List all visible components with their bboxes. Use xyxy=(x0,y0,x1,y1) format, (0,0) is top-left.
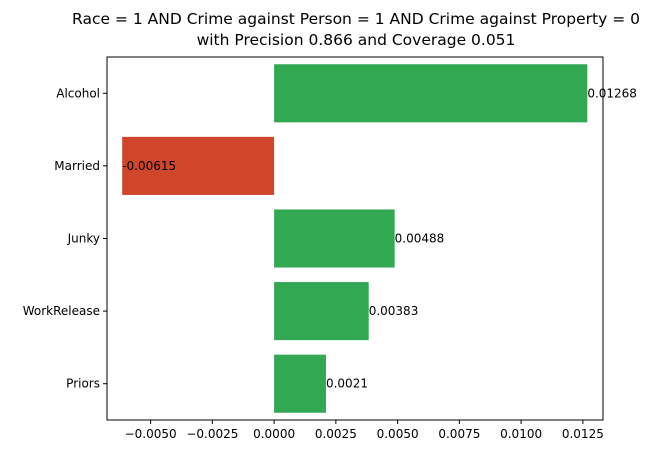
value-label-priors: 0.0021 xyxy=(326,377,368,391)
value-labels-group: 0.01268 -0.00615 0.00488 0.00383 0.0021 xyxy=(122,86,637,390)
x-tick-label: 0.0100 xyxy=(500,427,542,441)
x-tick-label: 0.0075 xyxy=(438,427,480,441)
y-tick-label-workrelease: WorkRelease xyxy=(23,304,100,318)
x-axis: −0.0050 −0.0025 0.0000 0.0025 0.0050 0.0075 0.… xyxy=(125,420,604,441)
bar-workrelease xyxy=(274,282,369,341)
x-tick-label: 0.0125 xyxy=(562,427,604,441)
value-label-married: -0.00615 xyxy=(122,159,176,173)
bar-alcohol xyxy=(274,64,588,123)
value-label-junky: 0.00488 xyxy=(395,232,445,246)
y-tick-label-junky: Junky xyxy=(67,232,100,246)
chart-title-line-1: Race = 1 AND Crime against Person = 1 AN… xyxy=(72,10,640,28)
y-axis: Alcohol Married Junky WorkRelease Priors xyxy=(23,86,107,391)
x-tick-label: 0.0050 xyxy=(377,427,419,441)
bar-priors xyxy=(274,354,326,413)
bars-group xyxy=(122,64,588,413)
y-tick-label-priors: Priors xyxy=(66,377,100,391)
chart-title-line-2: with Precision 0.866 and Coverage 0.051 xyxy=(197,31,516,49)
x-tick-label: 0.0025 xyxy=(315,427,357,441)
bar-married xyxy=(122,136,275,195)
value-label-workrelease: 0.00383 xyxy=(369,304,419,318)
y-tick-label-alcohol: Alcohol xyxy=(56,86,100,100)
x-tick-label: 0.0000 xyxy=(253,427,295,441)
y-tick-label-married: Married xyxy=(54,159,100,173)
x-tick-label: −0.0050 xyxy=(125,427,177,441)
bar-junky xyxy=(274,209,395,268)
value-label-alcohol: 0.01268 xyxy=(587,86,637,100)
x-tick-label: −0.0025 xyxy=(186,427,238,441)
